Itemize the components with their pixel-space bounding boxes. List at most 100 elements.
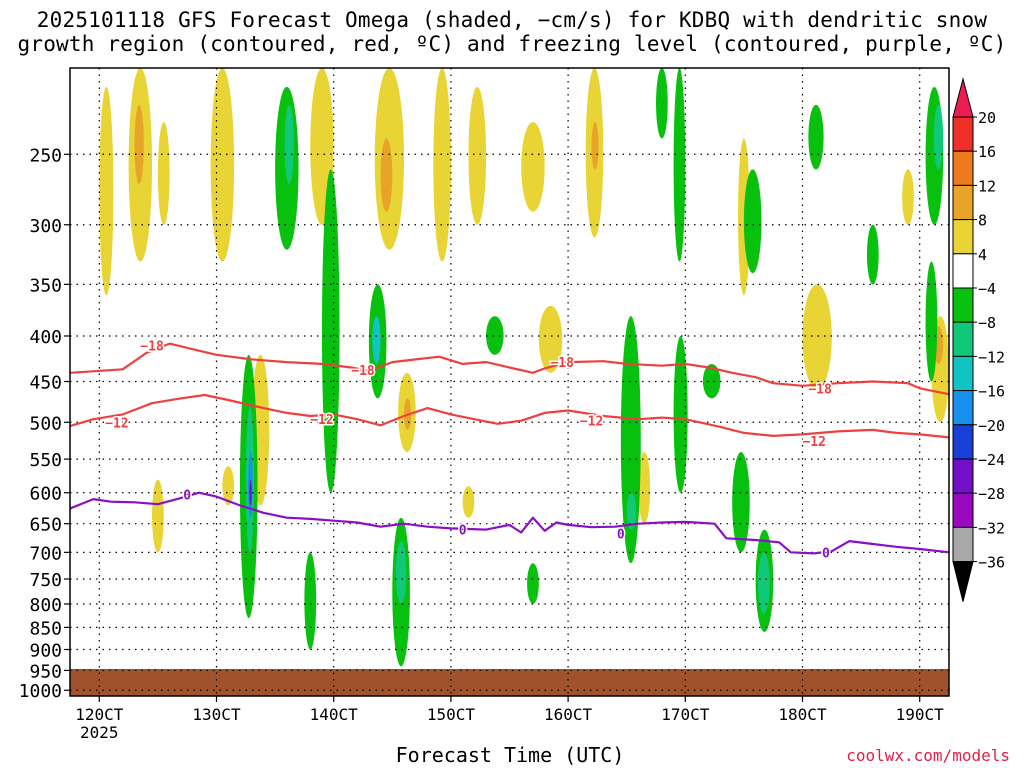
colorbar-swatch: [952, 424, 974, 460]
colorbar-label: −20: [978, 417, 1005, 435]
omega-shade-patch: [538, 305, 563, 373]
colorbar-swatch: [952, 287, 974, 323]
y-tick-label: 350: [29, 275, 62, 296]
colorbar-label: 16: [978, 143, 996, 161]
omega-shade-patch: [702, 363, 721, 399]
omega-colorbar: 20 16 12 8 4 −4 −8 −12 −16 −20 −24 −28 −32 −36: [952, 77, 1005, 602]
y-tick-label: 950: [29, 661, 62, 682]
contour-label: −18: [140, 340, 164, 355]
colorbar-swatch: [952, 492, 974, 528]
omega-shade-patch: [620, 316, 641, 564]
ground-surface-band: [70, 669, 949, 696]
y-tick-label: 250: [29, 145, 62, 166]
contour-label: −12: [580, 415, 603, 430]
contour-line: [69, 393, 950, 439]
omega-shade-patch: [527, 563, 539, 604]
colorbar-swatch: [952, 253, 974, 289]
x-tick-label: 150CT: [427, 705, 476, 724]
colorbar-swatch: [952, 321, 974, 357]
x-tick-label: 120CT: [75, 705, 124, 724]
colorbar-label: −36: [978, 554, 1005, 572]
y-tick-label: 700: [29, 543, 62, 564]
y-tick-label: 650: [29, 515, 62, 536]
colorbar-label: −24: [978, 451, 1005, 469]
omega-shade-patch: [99, 86, 114, 296]
colorbar-label: −12: [978, 348, 1005, 366]
contour-label: 0: [183, 489, 191, 504]
grid-lines: [70, 68, 949, 696]
contour-line: [69, 342, 950, 396]
x-tick-label: 160CT: [544, 705, 593, 724]
x-tick-label: 180CT: [778, 705, 827, 724]
omega-shade-patch: [673, 335, 688, 493]
omega-shade-patch: [152, 479, 164, 553]
contour-label: 0: [822, 546, 830, 561]
contour-label: −12: [310, 413, 333, 428]
contour-layer: −18 −18 −18 −18 −12 −12 −12 −12 0 0 0 0: [69, 338, 950, 563]
omega-shade-patch: [808, 104, 824, 170]
colorbar-swatch: [952, 116, 974, 152]
x-axis: 120CT 130CT 140CT 150CT 160CT 170CT 180CT 190CT: [75, 696, 944, 724]
omega-shade-patch: [395, 541, 407, 604]
omega-shading-layer: [99, 67, 950, 667]
colorbar-label: 8: [978, 212, 987, 230]
x-tick-label: 190CT: [896, 705, 945, 724]
omega-shade-patch: [321, 169, 340, 493]
colorbar-label: 12: [978, 177, 996, 195]
colorbar-swatch: [952, 390, 974, 426]
contour-label: 0: [617, 528, 625, 543]
omega-shade-patch: [468, 86, 487, 225]
omega-shade-patch: [249, 479, 252, 506]
omega-shade-patch: [591, 122, 599, 170]
contour-label: −12: [802, 435, 825, 450]
y-tick-label: 450: [29, 373, 62, 394]
contour-label: 0: [459, 524, 467, 539]
omega-shade-patch: [433, 68, 451, 262]
omega-shade-patch: [802, 284, 832, 391]
y-tick-label: 800: [29, 595, 62, 616]
omega-shade-patch: [380, 138, 393, 212]
omega-shade-patch: [902, 169, 914, 225]
y-tick-label: 1000: [19, 681, 62, 702]
omega-shade-patch: [757, 552, 770, 614]
colorbar-label: −4: [978, 280, 996, 298]
colorbar-swatch: [952, 150, 974, 186]
y-tick-label: 750: [29, 570, 62, 591]
colorbar-swatch: [952, 184, 974, 221]
contour-label: −18: [808, 382, 832, 397]
colorbar-label: −16: [978, 383, 1005, 401]
colorbar-swatch: [952, 219, 974, 255]
colorbar-swatch: [952, 355, 974, 392]
x-axis-year-label: 2025: [80, 723, 119, 742]
y-axis: 2503003504004505005506006507007508008509…: [19, 145, 70, 702]
omega-shade-patch: [304, 552, 317, 650]
chart-title-line-1: 2025101118 GFS Forecast Omega (shaded, −…: [36, 8, 988, 32]
omega-shade-patch: [732, 452, 750, 553]
omega-shade-patch: [134, 104, 144, 185]
colorbar-label: 4: [978, 246, 987, 264]
colorbar-label: −28: [978, 485, 1005, 503]
omega-shade-patch: [462, 486, 475, 518]
omega-shade-patch: [521, 122, 545, 212]
omega-shade-patch: [222, 466, 235, 506]
omega-shade-patch: [933, 104, 944, 170]
x-tick-label: 170CT: [661, 705, 710, 724]
colorbar-label: −8: [978, 314, 996, 332]
omega-shade-patch: [284, 104, 294, 185]
contour-line: [69, 491, 950, 555]
omega-shade-patch: [626, 492, 637, 530]
y-tick-label: 600: [29, 484, 62, 505]
y-tick-label: 300: [29, 216, 62, 237]
colorbar-label: 20: [978, 109, 996, 127]
omega-shade-patch: [656, 68, 668, 139]
omega-shade-patch: [638, 452, 651, 524]
colorbar-swatch: [952, 526, 974, 563]
y-tick-label: 550: [29, 450, 62, 471]
x-axis-title: Forecast Time (UTC): [395, 743, 625, 767]
contour-label: −18: [550, 356, 574, 371]
omega-shade-patch: [210, 68, 235, 262]
colorbar-top-arrow: [952, 77, 974, 118]
x-tick-label: 130CT: [192, 705, 241, 724]
omega-shade-patch: [372, 316, 381, 364]
